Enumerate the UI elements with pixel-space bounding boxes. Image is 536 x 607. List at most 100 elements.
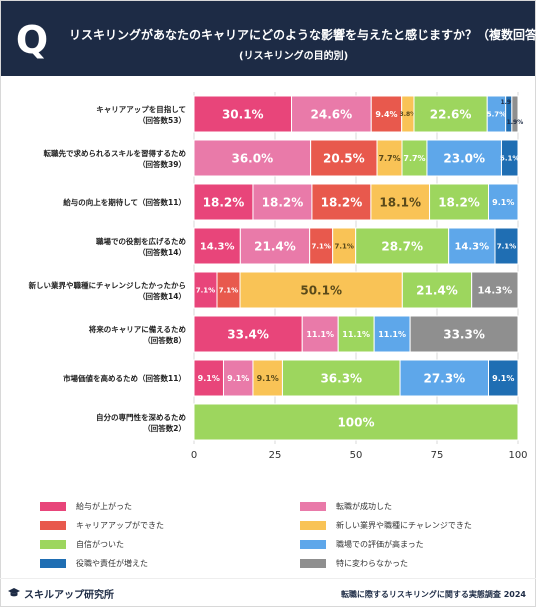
legend-swatch	[300, 539, 326, 549]
bar-segment	[494, 227, 519, 265]
data-label: 7.7%	[378, 154, 400, 163]
category-count-label: （回答数8）	[143, 335, 186, 345]
data-label: 5.1%	[500, 155, 519, 163]
data-label: 100%	[337, 415, 374, 429]
data-label: 7.1%	[219, 287, 238, 295]
category-count-label: （回答数2）	[143, 423, 186, 433]
data-label: 3.8%	[400, 111, 417, 118]
x-tick-label: 0	[191, 450, 197, 461]
bar-segment	[511, 95, 519, 133]
legend-item: 転職が成功した	[300, 500, 392, 512]
data-label: 9.4%	[375, 110, 397, 119]
data-label: 9.1%	[492, 374, 514, 383]
data-label: 14.3%	[200, 242, 235, 253]
bar-segment	[448, 227, 496, 265]
bar-segment	[376, 139, 403, 177]
data-label: 11.1%	[342, 330, 370, 339]
data-label: 7.7%	[403, 154, 425, 163]
legend-swatch	[40, 501, 66, 511]
bar-segment	[401, 139, 428, 177]
legend-item: 特に変わらなかった	[300, 557, 408, 569]
category-label: 転職先で求められるスキルを習得するため	[44, 148, 187, 158]
stacked-bar-chart: 0 25 50 75 100 キャリアアップを目指して（回答数53） 転職先で求められるスキ…	[29, 92, 528, 461]
data-label: 9.1%	[257, 374, 279, 383]
category-label: 給与の向上を期待して（回答数11）	[63, 197, 186, 207]
data-label: 18.1%	[379, 195, 421, 209]
bar-segment	[471, 271, 519, 309]
plot-area: 0 25 50 75 100 キャリアアップを目指して （回答数53） 転職先で求められるスキ…	[8, 92, 529, 492]
bar-segment	[426, 139, 502, 177]
data-label: 18.2%	[438, 195, 480, 209]
data-label: 33.3%	[443, 327, 485, 341]
bar-segment	[373, 315, 411, 353]
bar-segment	[413, 95, 488, 133]
legend-label: 給与が上がった	[76, 501, 132, 511]
data-label: 36.3%	[320, 371, 362, 385]
data-label: 9.1%	[227, 374, 249, 383]
bar-segment	[311, 183, 372, 221]
category-label: 新しい業界や職種にチャレンジしたかったから	[29, 280, 186, 290]
bar-segment	[500, 139, 519, 177]
data-label: 20.5%	[323, 151, 365, 165]
bar-segment	[239, 271, 403, 309]
data-label: 7.1%	[497, 243, 516, 251]
bar-segment	[409, 315, 519, 353]
data-label: 7.1%	[334, 243, 353, 251]
legend-swatch	[40, 539, 66, 549]
legend-item: 職場での評価が高まった	[300, 538, 424, 550]
bar-segment	[222, 359, 254, 397]
bar-segment	[337, 315, 375, 353]
category-label: 将来のキャリアに備えるため	[89, 324, 186, 334]
category-count-label: （回答数14）	[138, 291, 186, 301]
bar-segment	[193, 139, 312, 177]
data-label: 11.1%	[306, 330, 334, 339]
data-label: 1.9%	[507, 119, 524, 126]
brand-name: スキルアップ研究所	[24, 589, 114, 601]
data-label: 23.0%	[443, 151, 485, 165]
data-label: 21.4%	[416, 283, 458, 297]
data-label: 18.2%	[262, 195, 304, 209]
source-note: 転職に際するリスキリングに関する実態調査 2024	[340, 590, 526, 599]
question-title: リスキリングがあなたのキャリアにどのような影響を与えたと感じますか？（複数回答）	[69, 28, 536, 42]
bar-segment	[488, 359, 519, 397]
data-label: 14.3%	[477, 286, 512, 297]
legend-swatch	[40, 558, 66, 568]
data-label: 21.4%	[254, 239, 296, 253]
legend-label: キャリアアップができた	[76, 520, 164, 530]
x-tick-label: 50	[350, 450, 363, 461]
brand: スキルアップ研究所	[8, 585, 114, 601]
data-label: 9.1%	[198, 374, 220, 383]
legend-swatch	[40, 520, 66, 530]
data-label: 22.6%	[430, 107, 472, 121]
bar-segment	[399, 359, 490, 397]
data-label: 28.7%	[381, 239, 423, 253]
data-label: 1.9%	[500, 99, 517, 106]
x-tick-label: 100	[508, 450, 527, 461]
category-label: 市場価値を高めるため（回答数11）	[63, 373, 186, 383]
data-label: 18.2%	[203, 195, 245, 209]
legend-swatch	[300, 501, 326, 511]
q-mark: Q	[15, 18, 49, 62]
legend-item: 新しい業界や職種にチャレンジできた	[300, 519, 472, 531]
data-label: 30.1%	[222, 107, 264, 121]
bar-segment	[252, 359, 283, 397]
data-label: 33.4%	[227, 327, 269, 341]
data-label: 7.1%	[311, 243, 330, 251]
x-tick-label: 75	[431, 450, 444, 461]
legend-swatch	[300, 558, 326, 568]
legend-item: 給与が上がった	[40, 500, 132, 512]
bar-segment	[193, 359, 224, 397]
category-count-label: （回答数14）	[138, 247, 186, 257]
footer-divider	[0, 578, 536, 579]
bar-segment	[488, 183, 519, 221]
legend-label: 転職が成功した	[336, 501, 392, 511]
question-header: Q リスキリングがあなたのキャリアにどのような影響を与えたと感じますか？（複数回…	[1, 1, 536, 76]
data-label: 24.6%	[311, 107, 353, 121]
bar-segment	[401, 271, 473, 309]
data-label: 7.1%	[196, 287, 215, 295]
x-tick-label: 25	[269, 450, 282, 461]
data-label: 27.3%	[423, 371, 465, 385]
bar-segment	[291, 95, 372, 133]
bar-segment	[310, 139, 378, 177]
data-label: 14.3%	[454, 242, 489, 253]
